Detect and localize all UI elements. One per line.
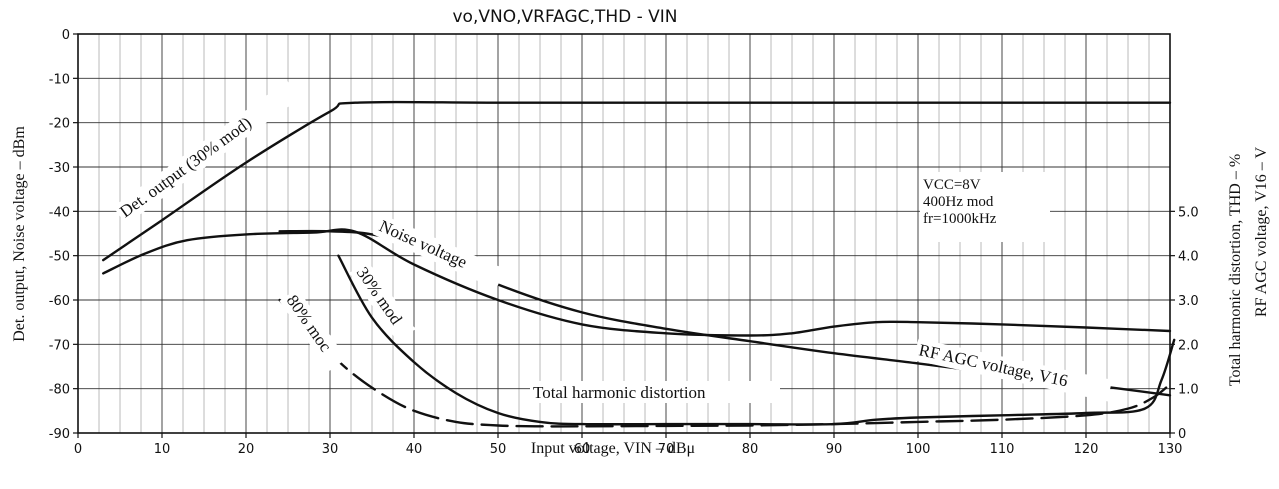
y-tick-label-right: 2.0 xyxy=(1178,338,1199,353)
x-axis-label: Input voltage, VIN – dBμ xyxy=(531,440,695,457)
mod30-label-bg xyxy=(349,260,416,342)
chart-title: vo,VNO,VRFAGC,THD - VIN xyxy=(453,7,678,27)
y-axis-label-right-thd: Total harmonic distortion, THD – % xyxy=(1227,154,1244,386)
y-tick-label-left: -10 xyxy=(49,72,70,87)
conditions-box: VCC=8V 400Hz mod fr=1000kHz xyxy=(920,172,1050,242)
conditions-background xyxy=(920,172,1050,242)
condition-vcc: VCC=8V xyxy=(923,177,981,193)
x-tick-label: 100 xyxy=(906,442,931,457)
y-tick-label-right: 5.0 xyxy=(1178,205,1199,220)
x-tick-label: 130 xyxy=(1158,442,1183,457)
mod80-label-bg xyxy=(279,288,347,372)
series-line-1 xyxy=(102,228,1172,337)
y-tick-label-left: -50 xyxy=(49,250,70,265)
mod30-label: 30% mod xyxy=(353,263,406,328)
x-tick-label: 0 xyxy=(74,442,82,457)
thd-label: Total harmonic distortion xyxy=(533,383,706,402)
y-tick-label-left: -80 xyxy=(49,383,70,398)
x-tick-label: 120 xyxy=(1074,442,1099,457)
y-tick-label-right: 4.0 xyxy=(1178,250,1199,265)
plot-frame xyxy=(77,33,1171,434)
x-tick-label: 40 xyxy=(406,442,423,457)
y-axis-label-right-agc: RF AGC voltage, V16 – V xyxy=(1253,147,1270,318)
x-tick-label: 20 xyxy=(238,442,255,457)
y-tick-label-right: 0 xyxy=(1178,427,1186,442)
y-tick-label-right: 1.0 xyxy=(1178,383,1199,398)
condition-freq: fr=1000kHz xyxy=(923,211,997,227)
x-tick-label: 60 xyxy=(574,442,591,457)
noise-label-bg xyxy=(372,214,506,290)
y-axis-label-left: Det. output, Noise voltage – dBm xyxy=(11,126,28,342)
y-tick-label-left: 0 xyxy=(62,28,70,43)
y-tick-label-right: 3.0 xyxy=(1178,294,1199,309)
condition-mod: 400Hz mod xyxy=(923,194,994,210)
y-tick-label-left: -30 xyxy=(49,161,70,176)
y-tick-label-left: -20 xyxy=(49,117,70,132)
y-tick-label-left: -40 xyxy=(49,205,70,220)
x-tick-label: 110 xyxy=(990,442,1015,457)
series-line-4 xyxy=(278,298,1172,428)
x-tick-label: 90 xyxy=(826,442,843,457)
x-tick-label: 50 xyxy=(490,442,507,457)
x-tick-label: 30 xyxy=(322,442,339,457)
series-line-3 xyxy=(337,254,1176,426)
y-tick-label-left: -70 xyxy=(49,338,70,353)
agc-label-bg xyxy=(913,338,1113,402)
y-tick-label-left: -90 xyxy=(49,427,70,442)
y-tick-label-left: -60 xyxy=(49,294,70,309)
series-line-0 xyxy=(102,100,1172,262)
x-tick-label: 70 xyxy=(658,442,675,457)
thd-label-bg xyxy=(530,381,780,403)
x-tick-label: 80 xyxy=(742,442,759,457)
x-tick-label: 10 xyxy=(154,442,171,457)
tick-labels: 0 10 20 30 40 50 60 70 80 90 100 110 120 1300-10-20-3… xyxy=(49,28,1199,457)
det-label-bg xyxy=(113,80,301,225)
